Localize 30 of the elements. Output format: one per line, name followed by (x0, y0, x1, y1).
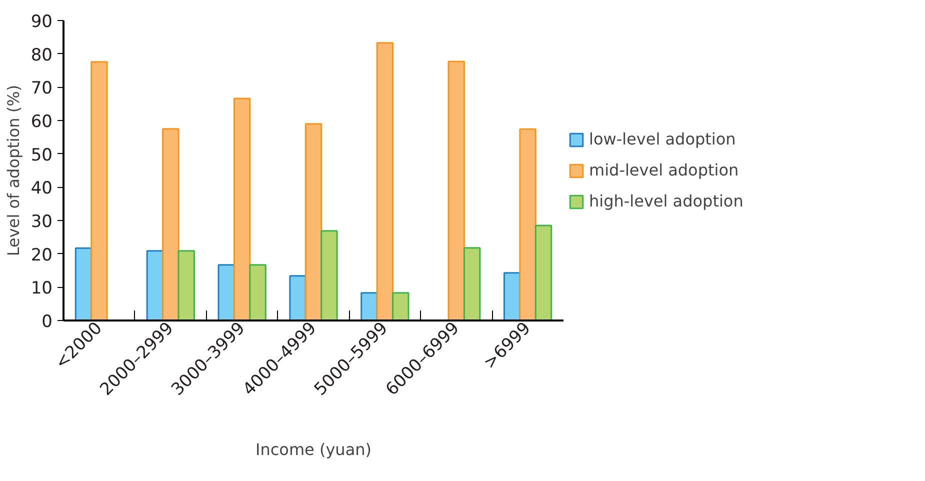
y-tick-label: 90 (30, 12, 53, 32)
y-tick-label: 60 (30, 112, 53, 132)
legend-label: mid-level adoption (589, 160, 739, 180)
bar (249, 264, 266, 320)
legend-label: high-level adoption (589, 192, 744, 210)
y-tick-label: 20 (30, 245, 53, 266)
bar (534, 224, 552, 320)
bar (392, 292, 410, 320)
y-tick-label: 40 (30, 178, 53, 199)
bar (320, 230, 338, 320)
bar (90, 61, 108, 320)
bar (304, 123, 322, 320)
y-tick-label: 50 (30, 145, 53, 166)
bar (376, 42, 394, 320)
y-tick-label: 30 (30, 212, 53, 232)
bar (448, 60, 465, 320)
x-axis-title: Income (yuan) (256, 440, 372, 459)
bar (233, 98, 251, 320)
bar (289, 275, 306, 320)
bar (519, 128, 536, 320)
y-tick-label: 10 (30, 278, 53, 299)
bar (360, 292, 378, 320)
y-tick-label: 70 (30, 78, 53, 99)
y-tick-label: 0 (42, 312, 53, 332)
bar (162, 128, 180, 320)
y-axis-title: Level of adoption (%) (4, 84, 23, 256)
bar (463, 247, 481, 320)
legend-label: low-level adoption (589, 130, 736, 148)
y-tick-label: 80 (30, 45, 53, 66)
bar (178, 250, 195, 320)
